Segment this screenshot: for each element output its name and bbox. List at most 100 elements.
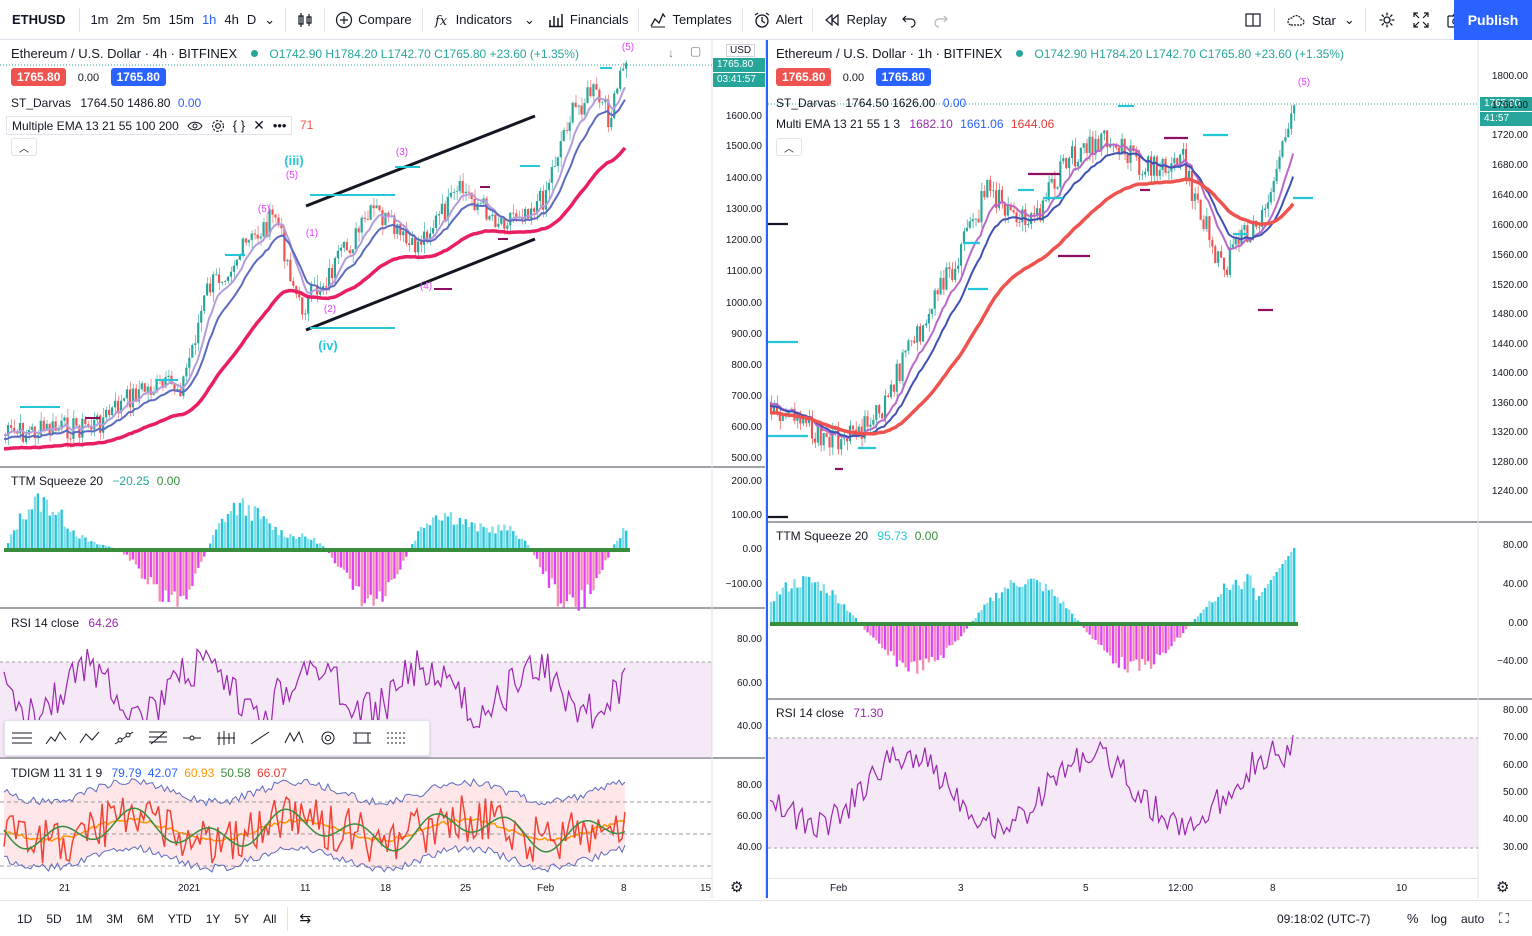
range-3m[interactable]: 3M — [106, 911, 124, 926]
percent-toggle[interactable]: % — [1407, 911, 1419, 926]
right-chart-canvas[interactable]: (5) — [768, 40, 1532, 898]
candle-body — [840, 439, 843, 450]
left-darvas-legend[interactable]: ST_Darvas 1764.50 1486.80 0.00 — [11, 96, 201, 110]
gear-icon[interactable] — [211, 119, 225, 133]
bid-badge[interactable]: 1765.80 — [776, 68, 832, 86]
ttm-bar — [443, 512, 447, 550]
ray-icon[interactable] — [243, 721, 277, 755]
interval-1h[interactable]: 1h — [201, 12, 217, 27]
candle-body — [919, 326, 922, 342]
right-time-axis[interactable]: Feb 3 5 12:00 8 10 — [768, 878, 1478, 898]
candle-body — [327, 267, 331, 288]
horizontal-ray-icon[interactable] — [175, 721, 209, 755]
range-5y[interactable]: 5Y — [234, 911, 250, 926]
publish-button[interactable]: Publish — [1454, 0, 1532, 40]
right-chart-title[interactable]: Ethereum / U.S. Dollar · 1h · BITFINEX — [776, 46, 1003, 61]
auto-toggle[interactable]: auto — [1461, 911, 1485, 926]
abc-pattern-icon[interactable] — [73, 721, 107, 755]
fullscreen-button[interactable] — [1404, 0, 1438, 40]
range-1m[interactable]: 1M — [75, 911, 93, 926]
long-position-icon[interactable] — [209, 721, 243, 755]
left-tdi-legend[interactable]: TDIGM 11 31 1 9 79.79 42.07 60.93 50.58 … — [11, 766, 287, 780]
interval-1m[interactable]: 1m — [90, 12, 109, 27]
collapse-legend-button[interactable]: ︿ — [776, 138, 802, 156]
layout-button[interactable] — [1236, 0, 1270, 40]
left-rsi-legend[interactable]: RSI 14 close 64.26 — [11, 616, 118, 630]
log-toggle[interactable]: log — [1431, 911, 1448, 926]
left-chart-title[interactable]: Ethereum / U.S. Dollar · 4h · BITFINEX — [11, 46, 238, 61]
source-code-icon[interactable]: { } — [232, 118, 246, 133]
indicators-button[interactable]: fx Indicators ⌄ — [427, 0, 541, 40]
elliott-wave-icon[interactable] — [39, 721, 73, 755]
right-ema-legend[interactable]: Multi EMA 13 21 55 1 3 1682.10 1661.06 1… — [776, 117, 1054, 131]
range-1y[interactable]: 1Y — [205, 911, 221, 926]
symbol-search[interactable]: ETHUSD — [12, 12, 66, 27]
interval-5m[interactable]: 5m — [142, 12, 161, 27]
ask-badge[interactable]: 1765.80 — [875, 68, 931, 86]
ask-badge[interactable]: 1765.80 — [110, 68, 166, 86]
range-all[interactable]: All — [263, 911, 277, 926]
right-price-axis[interactable]: 1800.00 1760.00 1720.00 1680.00 1640.00 1600.… — [1478, 40, 1532, 898]
go-to-date-icon[interactable]: ⇆ — [299, 910, 312, 926]
undo-button[interactable] — [893, 0, 925, 40]
candle-body — [1217, 251, 1220, 264]
financials-button[interactable]: Financials — [541, 0, 635, 40]
candle-body — [194, 343, 197, 346]
left-price-axis[interactable]: 1600.00 1500.00 1400.00 1300.00 1200.00 1100.… — [712, 40, 765, 898]
candle-body — [434, 215, 438, 229]
xabcd-pattern-icon[interactable] — [277, 721, 311, 755]
right-darvas-legend[interactable]: ST_Darvas 1764.50 1626.00 0.00 — [776, 96, 966, 110]
interval-2m[interactable]: 2m — [116, 12, 135, 27]
interval-d[interactable]: D — [246, 12, 257, 27]
templates-button[interactable]: Templates — [643, 0, 737, 40]
right-chart-pane[interactable]: (5) Ethereum / U.S. Dollar · 1h · BITFIN… — [766, 40, 1532, 898]
collapse-legend-button[interactable]: ︿ — [11, 138, 37, 156]
chart-type-button[interactable] — [290, 0, 320, 40]
candle-body — [200, 310, 203, 323]
more-icon[interactable]: ••• — [272, 118, 287, 133]
fullscreen-icon[interactable]: ⛶ — [1499, 910, 1509, 926]
chevron-down-icon[interactable]: ⌄ — [1343, 12, 1355, 27]
scroll-down-icon[interactable]: ↓ — [668, 46, 674, 60]
gear-icon[interactable]: ⚙ — [1496, 879, 1510, 896]
date-range-icon[interactable] — [345, 721, 379, 755]
close-icon[interactable]: ✕ — [253, 117, 265, 133]
bid-badge[interactable]: 1765.80 — [11, 68, 67, 86]
maximize-icon[interactable]: ▢ — [690, 44, 702, 58]
replay-button[interactable]: Replay — [817, 0, 892, 40]
right-rsi-legend[interactable]: RSI 14 close 71.30 — [776, 706, 883, 720]
currency-label[interactable]: USD — [726, 44, 756, 57]
gear-icon[interactable]: ⚙ — [730, 879, 744, 896]
alert-button[interactable]: Alert — [747, 0, 809, 40]
left-ttm-legend[interactable]: TTM Squeeze 20 −20.25 0.00 — [11, 474, 180, 488]
candle-body — [845, 438, 849, 442]
eye-icon[interactable] — [187, 120, 203, 132]
price-range-icon[interactable] — [379, 721, 413, 755]
left-ema-legend[interactable]: Multiple EMA 13 21 55 100 200 { } ✕ ••• — [6, 116, 293, 135]
separator — [741, 7, 743, 32]
redo-button[interactable] — [925, 0, 957, 40]
trend-line-icon[interactable] — [107, 721, 141, 755]
horizontal-lines-icon[interactable] — [5, 721, 39, 755]
chevron-down-icon[interactable]: ⌄ — [524, 11, 535, 27]
compare-button[interactable]: Compare — [329, 0, 417, 40]
range-ytd[interactable]: YTD — [167, 911, 192, 926]
left-chart-pane[interactable]: (iii) (iv) (5) (5) (1) (2) (3) (4) (5) Ethereum … — [0, 40, 766, 898]
range-1d[interactable]: 1D — [17, 911, 33, 926]
interval-4h[interactable]: 4h — [224, 12, 239, 27]
chevron-down-icon[interactable]: ⌄ — [264, 11, 276, 27]
price-axis-label: 60.00 — [736, 678, 762, 689]
interval-15m[interactable]: 15m — [168, 12, 194, 27]
candle-body — [298, 294, 301, 298]
right-ttm-legend[interactable]: TTM Squeeze 20 95.73 0.00 — [776, 529, 938, 543]
fib-spiral-icon[interactable] — [311, 721, 345, 755]
fib-retracement-icon[interactable] — [141, 721, 175, 755]
range-5d[interactable]: 5D — [46, 911, 62, 926]
left-time-axis[interactable]: 21 2021 11 18 25 Feb 8 15 — [0, 878, 712, 898]
clock-readout[interactable]: 09:18:02 (UTC-7) — [1277, 911, 1371, 926]
star-button[interactable]: Star ⌄ — [1279, 0, 1361, 40]
ttm-bar — [301, 533, 304, 550]
range-6m[interactable]: 6M — [137, 911, 154, 926]
settings-button[interactable] — [1370, 0, 1404, 40]
candle-body — [1234, 238, 1237, 245]
